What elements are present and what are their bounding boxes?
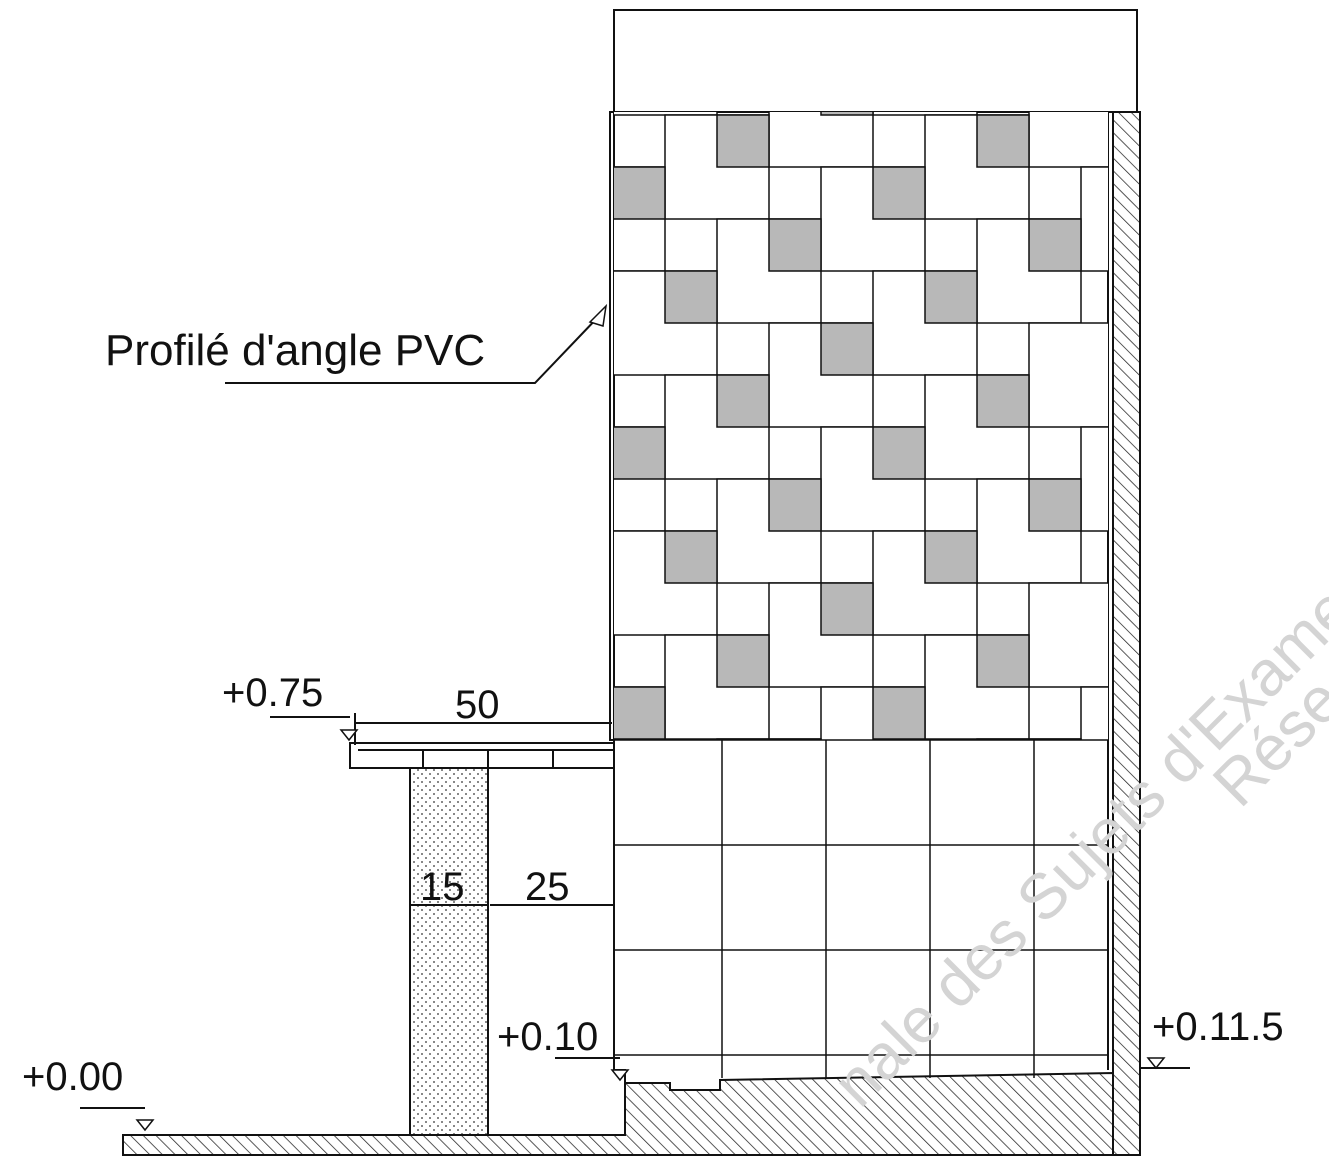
dimension-label: 50 xyxy=(455,683,500,727)
tile-small xyxy=(664,270,718,324)
level-label: +0.00 xyxy=(22,1055,123,1099)
tile xyxy=(509,63,613,167)
structure xyxy=(122,9,1141,1156)
tile-small xyxy=(768,738,822,740)
tile xyxy=(872,112,978,116)
dimension-label: 25 xyxy=(525,865,570,909)
tile-small xyxy=(614,426,666,480)
tile-small xyxy=(1028,738,1082,740)
level-label: +0.10 xyxy=(497,1015,598,1059)
tile-small xyxy=(509,219,561,271)
tile-small xyxy=(1028,218,1082,272)
tile-small xyxy=(664,530,718,584)
tile-small xyxy=(561,583,613,635)
tile xyxy=(716,738,822,740)
tile-small xyxy=(924,270,978,324)
tile-small xyxy=(976,634,1030,688)
tile-small xyxy=(924,530,978,584)
tile-small xyxy=(872,686,926,740)
tile-small xyxy=(820,582,874,636)
tile-small xyxy=(820,112,874,116)
tile xyxy=(1028,322,1108,428)
lower-tiles xyxy=(614,739,1108,1078)
tile-small xyxy=(665,791,717,843)
dimension-label: 15 xyxy=(420,865,465,909)
tile-small xyxy=(457,635,509,687)
tile-small xyxy=(768,218,822,272)
tile-small xyxy=(509,479,561,531)
tile xyxy=(1028,112,1108,168)
tile-small xyxy=(457,115,509,167)
tile-small xyxy=(614,686,666,740)
tile-small xyxy=(976,114,1030,168)
tile xyxy=(614,112,718,116)
tile-small xyxy=(872,426,926,480)
tile-small xyxy=(872,166,926,220)
tile-small xyxy=(820,322,874,376)
dimensions xyxy=(80,303,1190,1132)
level-label: +0.11.5 xyxy=(1152,1005,1284,1049)
tile-small xyxy=(716,114,770,168)
tile xyxy=(509,583,613,687)
tile-small xyxy=(925,791,977,843)
tile-small xyxy=(614,166,666,220)
tile xyxy=(509,323,613,427)
tile-small xyxy=(561,63,613,115)
tile-small xyxy=(768,478,822,532)
level-label: +0.75 xyxy=(222,671,323,715)
tile-small xyxy=(716,634,770,688)
profile-label: Profilé d'angle PVC xyxy=(105,326,485,375)
tile-small xyxy=(1028,478,1082,532)
tile-small xyxy=(716,374,770,428)
tile-small xyxy=(976,374,1030,428)
tile xyxy=(1080,166,1108,272)
wall-tiles xyxy=(457,63,1108,843)
